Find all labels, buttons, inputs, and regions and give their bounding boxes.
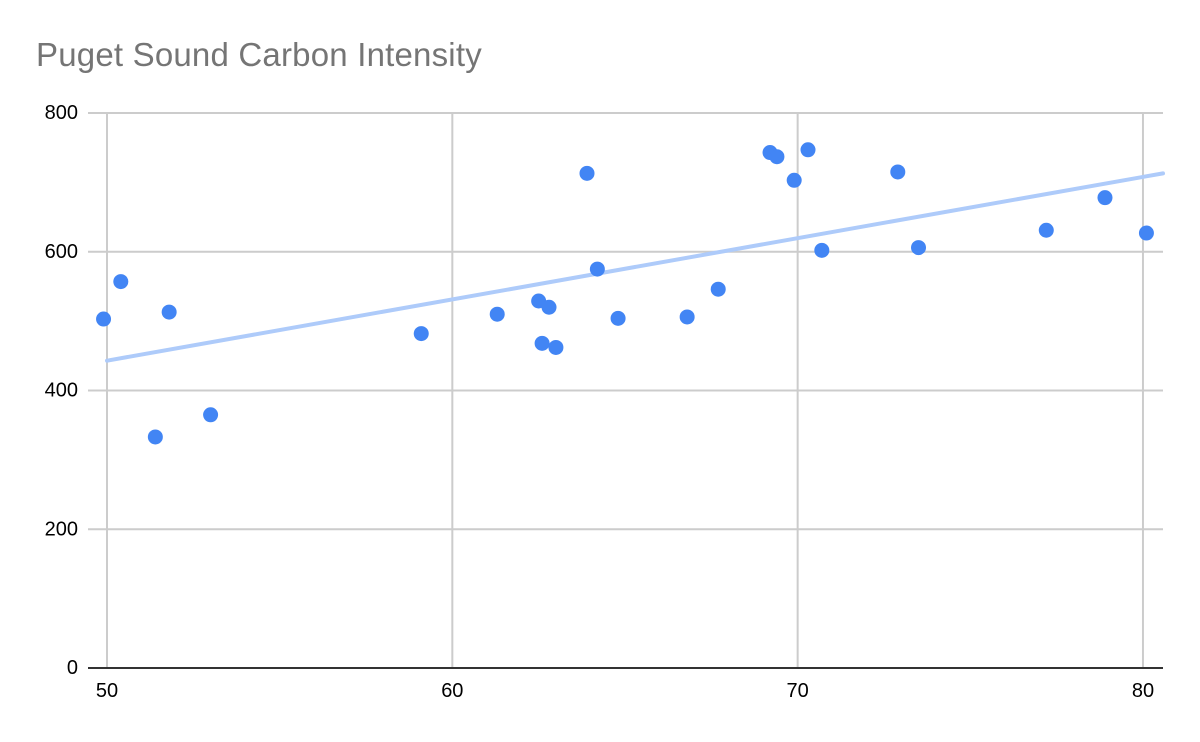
data-point[interactable] <box>113 274 129 290</box>
data-point[interactable] <box>96 311 112 327</box>
data-point[interactable] <box>203 407 219 423</box>
data-point[interactable] <box>710 281 726 297</box>
data-point[interactable] <box>1038 222 1054 238</box>
data-point[interactable] <box>548 339 564 355</box>
y-tick-label-400: 400 <box>45 380 78 402</box>
data-point[interactable] <box>161 304 177 320</box>
data-point[interactable] <box>911 240 927 256</box>
data-point[interactable] <box>579 165 595 181</box>
chart-title: Puget Sound Carbon Intensity <box>36 36 482 73</box>
x-tick-label-50: 50 <box>96 680 118 702</box>
data-point[interactable] <box>769 149 785 165</box>
y-tick-label-200: 200 <box>45 518 78 540</box>
data-point[interactable] <box>413 326 429 342</box>
data-point[interactable] <box>489 306 505 322</box>
data-point[interactable] <box>589 261 605 277</box>
data-point[interactable] <box>890 164 906 180</box>
data-point[interactable] <box>541 299 557 315</box>
data-point[interactable] <box>786 172 802 188</box>
data-point[interactable] <box>1138 225 1154 241</box>
x-tick-label-70: 70 <box>787 680 809 702</box>
data-point[interactable] <box>800 142 816 158</box>
y-tick-label-600: 600 <box>45 241 78 263</box>
data-point[interactable] <box>679 309 695 325</box>
data-point[interactable] <box>1097 190 1113 206</box>
data-point[interactable] <box>147 429 163 445</box>
y-tick-label-800: 800 <box>45 102 78 124</box>
trendline <box>105 171 1165 363</box>
x-tick-label-60: 60 <box>441 680 463 702</box>
data-point[interactable] <box>814 242 830 258</box>
y-tick-label-0: 0 <box>67 657 78 679</box>
data-point[interactable] <box>610 310 626 326</box>
data-point[interactable] <box>534 335 550 351</box>
x-tick-label-80: 80 <box>1132 680 1154 702</box>
